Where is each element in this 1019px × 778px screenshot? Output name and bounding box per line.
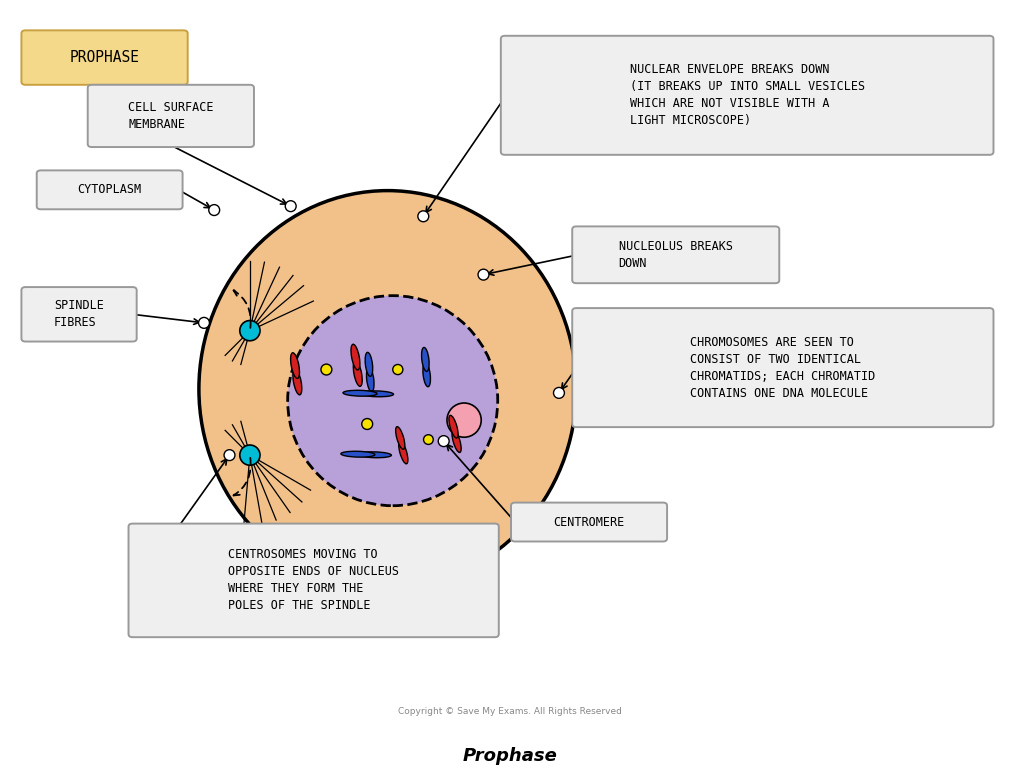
Ellipse shape xyxy=(418,211,428,222)
Ellipse shape xyxy=(362,419,372,429)
Ellipse shape xyxy=(224,450,234,461)
Text: SPINDLE
FIBRES: SPINDLE FIBRES xyxy=(54,300,104,329)
Ellipse shape xyxy=(285,201,296,212)
Ellipse shape xyxy=(287,296,497,506)
FancyBboxPatch shape xyxy=(21,287,137,342)
Text: NUCLEAR ENVELOPE BREAKS DOWN
(IT BREAKS UP INTO SMALL VESICLES
WHICH ARE NOT VIS: NUCLEAR ENVELOPE BREAKS DOWN (IT BREAKS … xyxy=(629,63,864,128)
Ellipse shape xyxy=(239,321,260,341)
Ellipse shape xyxy=(199,317,209,328)
Ellipse shape xyxy=(290,352,300,378)
Ellipse shape xyxy=(448,415,458,438)
Ellipse shape xyxy=(209,205,219,216)
Ellipse shape xyxy=(366,368,374,391)
Ellipse shape xyxy=(340,451,374,457)
Ellipse shape xyxy=(199,191,576,587)
Ellipse shape xyxy=(395,426,405,450)
Ellipse shape xyxy=(292,369,302,394)
Ellipse shape xyxy=(360,391,393,397)
FancyBboxPatch shape xyxy=(37,170,182,209)
Ellipse shape xyxy=(423,363,430,387)
FancyBboxPatch shape xyxy=(572,308,993,427)
Ellipse shape xyxy=(353,361,362,387)
Ellipse shape xyxy=(351,345,360,370)
Ellipse shape xyxy=(398,441,408,464)
Text: CYTOPLASM: CYTOPLASM xyxy=(77,184,142,196)
FancyBboxPatch shape xyxy=(511,503,666,541)
Text: Copyright © Save My Exams. All Rights Reserved: Copyright © Save My Exams. All Rights Re… xyxy=(397,707,622,717)
Ellipse shape xyxy=(239,445,260,465)
Ellipse shape xyxy=(392,364,403,375)
Ellipse shape xyxy=(438,436,448,447)
Text: CENTROMERE: CENTROMERE xyxy=(553,516,624,528)
Text: CENTROSOMES MOVING TO
OPPOSITE ENDS OF NUCLEUS
WHERE THEY FORM THE
POLES OF THE : CENTROSOMES MOVING TO OPPOSITE ENDS OF N… xyxy=(228,548,398,612)
Ellipse shape xyxy=(446,403,481,437)
FancyBboxPatch shape xyxy=(88,85,254,147)
FancyBboxPatch shape xyxy=(128,524,498,637)
Ellipse shape xyxy=(478,269,488,280)
Ellipse shape xyxy=(321,364,331,375)
FancyBboxPatch shape xyxy=(572,226,779,283)
Ellipse shape xyxy=(365,352,372,377)
FancyBboxPatch shape xyxy=(500,36,993,155)
Text: CELL SURFACE
MEMBRANE: CELL SURFACE MEMBRANE xyxy=(128,101,213,131)
Ellipse shape xyxy=(342,391,377,396)
FancyBboxPatch shape xyxy=(21,30,187,85)
Ellipse shape xyxy=(451,429,461,453)
Ellipse shape xyxy=(421,348,429,371)
Text: NUCLEOLUS BREAKS
DOWN: NUCLEOLUS BREAKS DOWN xyxy=(619,240,732,270)
Text: CHROMOSOMES ARE SEEN TO
CONSIST OF TWO IDENTICAL
CHROMATIDS; EACH CHROMATID
CONT: CHROMOSOMES ARE SEEN TO CONSIST OF TWO I… xyxy=(690,335,874,400)
Text: PROPHASE: PROPHASE xyxy=(69,50,140,65)
Ellipse shape xyxy=(423,435,433,444)
Text: Prophase: Prophase xyxy=(462,747,557,766)
Ellipse shape xyxy=(357,452,391,457)
Ellipse shape xyxy=(553,387,564,398)
